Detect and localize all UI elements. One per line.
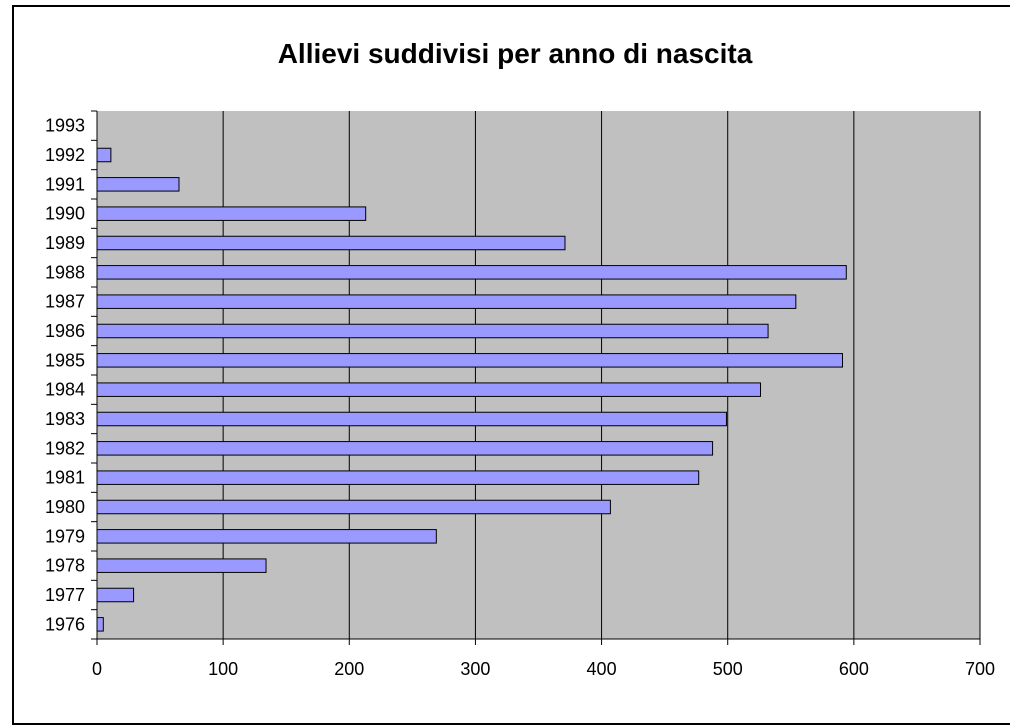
bar-1978	[96, 558, 267, 573]
y-tick-label: 1983	[45, 409, 85, 429]
bar-1979	[96, 529, 437, 544]
y-tick-label: 1989	[45, 233, 85, 253]
chart-title: Allievi suddivisi per anno di nascita	[277, 38, 753, 69]
y-tick-label: 1984	[45, 380, 85, 400]
y-tick-label: 1979	[45, 526, 85, 546]
bar-1987	[96, 294, 797, 309]
x-tick-label: 300	[460, 659, 490, 679]
x-tick-labels: 0 100 200 300 400 500 600 700	[92, 659, 995, 679]
bar-1990	[96, 206, 367, 221]
bars	[96, 147, 847, 632]
x-tick-label: 500	[713, 659, 743, 679]
y-tick-label: 1985	[45, 350, 85, 370]
y-tick-label: 1978	[45, 556, 85, 576]
bar-1991	[96, 177, 180, 192]
x-tick-label: 400	[587, 659, 617, 679]
bar-1981	[96, 470, 700, 485]
y-tick-label: 1986	[45, 321, 85, 341]
axes	[91, 110, 981, 645]
y-tick-label: 1987	[45, 292, 85, 312]
y-tick-label: 1988	[45, 262, 85, 282]
bar-1985	[96, 353, 844, 368]
y-tick-label: 1990	[45, 204, 85, 224]
bar-1980	[96, 499, 611, 515]
bar-1988	[96, 265, 847, 280]
bar-1983	[96, 411, 727, 427]
y-tick-label: 1981	[45, 468, 85, 488]
y-tick-label: 1992	[45, 145, 85, 165]
bar-1989	[96, 235, 566, 251]
x-tick-label: 200	[334, 659, 364, 679]
y-tick-label: 1977	[45, 585, 85, 605]
gridlines	[222, 111, 981, 639]
y-tick-label: 1982	[45, 438, 85, 458]
y-tick-label: 1980	[45, 497, 85, 517]
bar-1984	[96, 382, 762, 397]
bar-1992	[96, 147, 112, 163]
y-tick-label: 1991	[45, 174, 85, 194]
x-tick-label: 600	[839, 659, 869, 679]
bar-1982	[96, 441, 714, 456]
bar-1976	[96, 617, 104, 632]
bar-chart: 0 100 200 300 400 500 600 700 19761977197819791…	[45, 110, 995, 679]
x-tick-label: 0	[92, 659, 102, 679]
plot-area	[97, 111, 980, 639]
x-tick-label: 700	[965, 659, 995, 679]
y-tick-label: 1976	[45, 614, 85, 634]
bar-1977	[96, 587, 135, 603]
bar-1986	[96, 323, 769, 339]
x-tick-label: 100	[208, 659, 238, 679]
y-tick-label: 1993	[45, 116, 85, 136]
y-tick-labels: 1976 1977 1978 1979 1980 1981 1982 1983 1984 1985…	[45, 116, 85, 635]
